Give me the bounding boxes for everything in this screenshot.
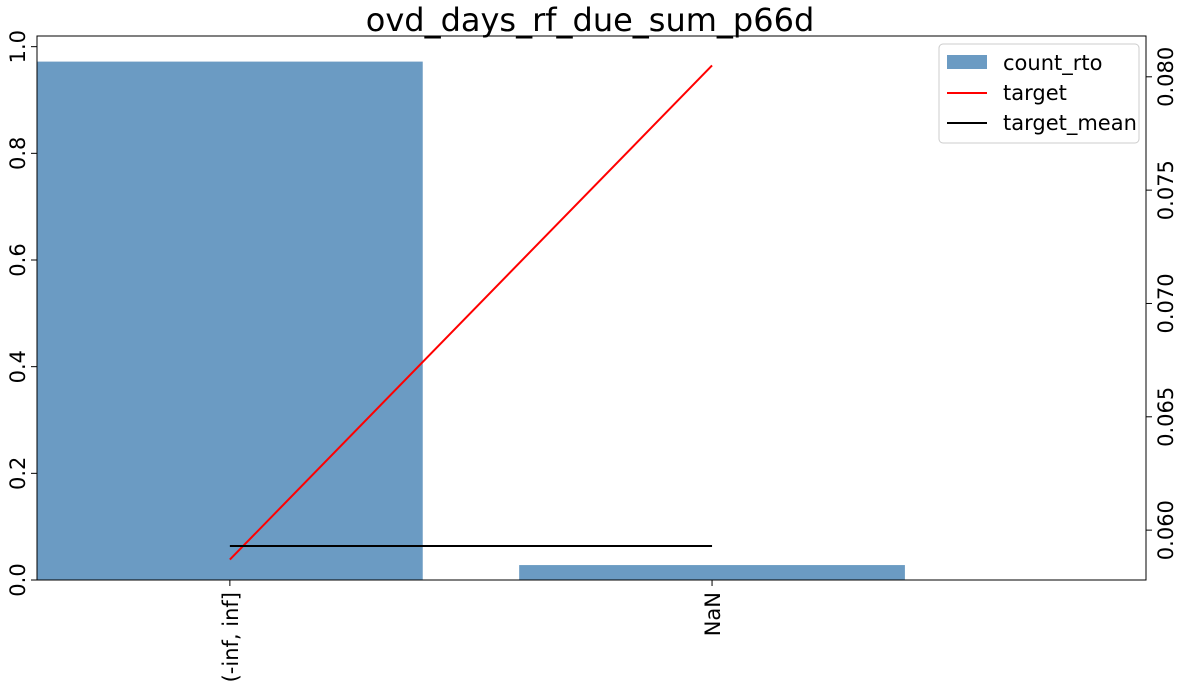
left-tick-label: 0.0 [6,563,30,596]
legend-swatch-count-rto [947,55,987,69]
legend-box [938,43,1140,144]
chart-title: ovd_days_rf_due_sum_p66d [366,1,815,39]
right-tick-label: 0.070 [1154,273,1178,333]
left-tick-label: 1.0 [6,30,30,63]
bar-count_rto-0 [37,61,423,581]
x-tick-label: NaN [701,592,725,636]
legend-label-target-mean: target_mean [1003,111,1137,136]
line-target [229,64,713,561]
lines [229,64,713,561]
right-tick-label: 0.060 [1154,500,1178,560]
left-axis: 0.0 0.2 0.4 0.6 0.8 1.0 [6,30,37,597]
legend: count_rto target target_mean [938,43,1140,144]
left-tick-label: 0.8 [6,137,30,170]
left-tick-label: 0.6 [6,243,30,276]
bars [37,61,905,581]
x-tick-label: (-inf, inf] [219,592,243,681]
left-tick-label: 0.2 [6,457,30,490]
legend-label-target: target [1003,81,1067,105]
left-tick-label: 0.4 [6,350,30,383]
right-tick-label: 0.065 [1154,387,1178,447]
right-tick-label: 0.080 [1154,47,1178,107]
right-axis: 0.060 0.065 0.070 0.075 0.080 [1146,47,1178,560]
right-tick-label: 0.075 [1154,160,1178,220]
x-axis: (-inf, inf] NaN [219,580,725,681]
bar-count_rto-1 [519,565,905,580]
plot-frame [36,35,1147,581]
legend-label-count-rto: count_rto [1003,51,1102,76]
